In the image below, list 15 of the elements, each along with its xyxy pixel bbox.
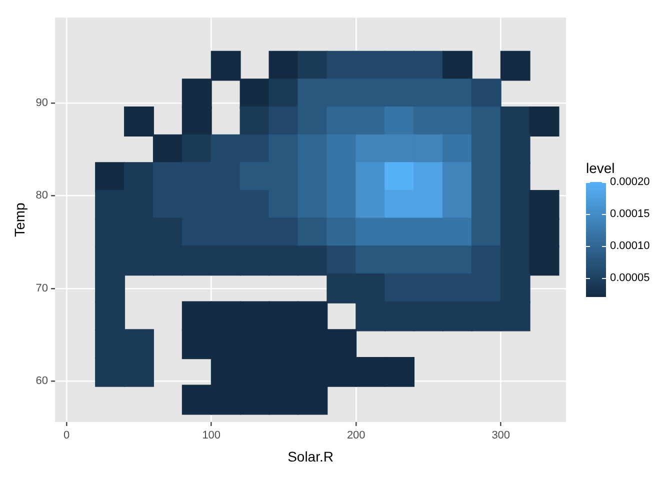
y-tick-label: 90 <box>36 96 48 109</box>
color-bar-label: 0.00010 <box>610 238 650 253</box>
color-bar-label: 0.00015 <box>610 206 650 221</box>
x-tick-label: 300 <box>492 430 510 442</box>
y-axis-title: Temp <box>11 202 28 237</box>
x-tick-label: 200 <box>346 430 366 442</box>
color-bar-label: 0.00020 <box>610 175 650 189</box>
x-tick-label: 0 <box>64 430 70 442</box>
color-bar-label: 0.00005 <box>610 270 650 285</box>
y-tick-label: 80 <box>36 190 48 202</box>
y-tick-label: 70 <box>36 282 48 294</box>
y-tick-label: 60 <box>36 375 48 388</box>
x-axis-title: Solar.R <box>288 448 334 464</box>
x-tick-label: 100 <box>202 430 221 442</box>
color-bar-title: level <box>586 160 616 176</box>
